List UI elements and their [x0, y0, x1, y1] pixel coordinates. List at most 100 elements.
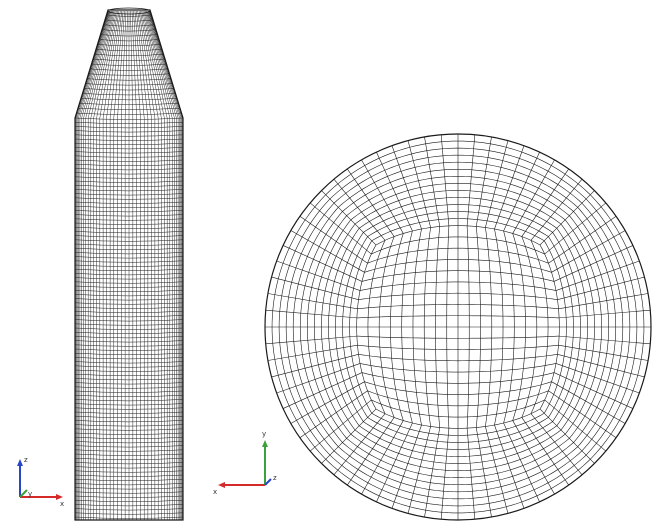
mesh-ring-body [74, 369, 184, 372]
mesh-line-cone [130, 10, 134, 119]
mesh-line-cone [148, 10, 180, 119]
mesh-ring [328, 197, 588, 457]
mesh-ring-body [74, 193, 184, 196]
mesh-ring-body [74, 483, 184, 486]
mesh-ring-body [74, 210, 184, 213]
mesh-ring-body [74, 247, 184, 250]
mesh-line-cone [117, 10, 125, 119]
mesh-ring-body [74, 516, 184, 519]
mesh-ring-cone [88, 73, 170, 76]
left-axis-triad: z x y [17, 456, 64, 508]
mesh-ring-cone [91, 63, 167, 66]
mesh-ring-body [74, 273, 184, 276]
mesh-ring [335, 204, 581, 450]
y-axis-arrowhead [262, 440, 268, 447]
mesh-line-radial [512, 159, 555, 234]
mesh-line-radial [548, 390, 617, 438]
mesh-line-radial [558, 293, 649, 310]
mesh-line-radial [539, 408, 595, 464]
mesh-line-cone [141, 10, 162, 119]
mesh-ring-cone [82, 93, 176, 96]
mesh-line-radial [466, 428, 476, 520]
mesh-ring-body [74, 130, 184, 133]
mesh-ring-body [74, 180, 184, 183]
mesh-ring-body [74, 138, 184, 141]
mesh-line-radial [347, 168, 395, 237]
mesh-ring-cone [94, 53, 164, 56]
mesh-line-radial [391, 424, 422, 509]
mesh-ring-body [74, 487, 184, 490]
mesh-ring-body [74, 184, 184, 187]
mesh-ring-body [74, 382, 184, 385]
mesh-ring-body [74, 449, 184, 452]
mesh-line-radial [557, 276, 645, 300]
x-axis-arrowhead [218, 482, 225, 488]
mesh-ring-body [74, 499, 184, 502]
x-axis-label: x [60, 500, 64, 508]
y-axis-label: y [28, 490, 32, 498]
mesh-ring-body [74, 432, 184, 435]
mesh-ring-body [74, 159, 184, 162]
mesh-line-cone [93, 10, 116, 119]
mesh-ring-body [74, 365, 184, 368]
mesh-line-cone [148, 10, 182, 119]
mesh-ring [278, 147, 638, 507]
mesh-ring-body [74, 340, 184, 343]
mesh-ring-body [74, 512, 184, 515]
mesh-ring-body [74, 424, 184, 427]
mesh-line-radial [494, 145, 525, 230]
mesh-ring-body [74, 415, 184, 418]
mesh-ring-body [74, 457, 184, 460]
mesh-ring-cone [95, 49, 163, 52]
mesh-line-radial [361, 159, 404, 234]
mesh-ring-body [74, 441, 184, 444]
mesh-line-cone [137, 10, 152, 119]
mesh-line-radial [333, 413, 386, 476]
mesh-line-radial [424, 427, 441, 518]
mesh-ring-cone [83, 88, 175, 91]
y-axis-label: y [262, 430, 266, 438]
mesh-line-radial [347, 417, 395, 486]
mesh-line-radial [267, 293, 358, 310]
mesh-ring-body [74, 281, 184, 284]
mesh-line-radial [466, 134, 476, 226]
mesh-ring [307, 176, 609, 478]
mesh-line-cone [106, 10, 121, 119]
mesh-ring-cone [86, 78, 172, 81]
mesh-line-cone [138, 10, 156, 119]
mesh-ring-cone [101, 29, 157, 32]
mesh-ring [299, 168, 617, 486]
mesh-ring-body [74, 491, 184, 494]
x-axis-label: x [213, 488, 217, 496]
mesh-line-radial [276, 260, 361, 291]
disc-top-view-mesh [264, 133, 652, 521]
mesh-line-cone [102, 10, 120, 119]
mesh-line-radial [407, 140, 431, 228]
mesh-line-radial [376, 151, 413, 232]
mesh-line-inner [375, 225, 541, 246]
mesh-ring-body [74, 205, 184, 208]
mesh-line-radial [440, 134, 450, 226]
mesh-line-radial [321, 190, 377, 246]
mesh-line-radial [559, 309, 651, 319]
cylinder-side-view-mesh [74, 7, 184, 521]
mesh-line-inner [367, 247, 549, 264]
mesh-ring-body [74, 357, 184, 360]
mesh-line-cone [76, 10, 109, 119]
mesh-line-radial [299, 390, 368, 438]
mesh-line-radial [361, 420, 404, 495]
mesh-line-radial [503, 422, 540, 503]
mesh-ring-body [74, 231, 184, 234]
mesh-ring-body [74, 289, 184, 292]
z-axis-label: z [273, 474, 277, 482]
mesh-ring-body [74, 126, 184, 129]
mesh-ring-body [74, 298, 184, 301]
mesh-ring-body [74, 163, 184, 166]
mesh-ring [342, 211, 574, 443]
mesh-ring-cone [92, 58, 166, 61]
mesh-ring-body [74, 344, 184, 347]
mesh-ring-body [74, 466, 184, 469]
mesh-ring-body [74, 386, 184, 389]
mesh-line-cone [121, 10, 127, 119]
z-axis-label: z [24, 456, 28, 464]
